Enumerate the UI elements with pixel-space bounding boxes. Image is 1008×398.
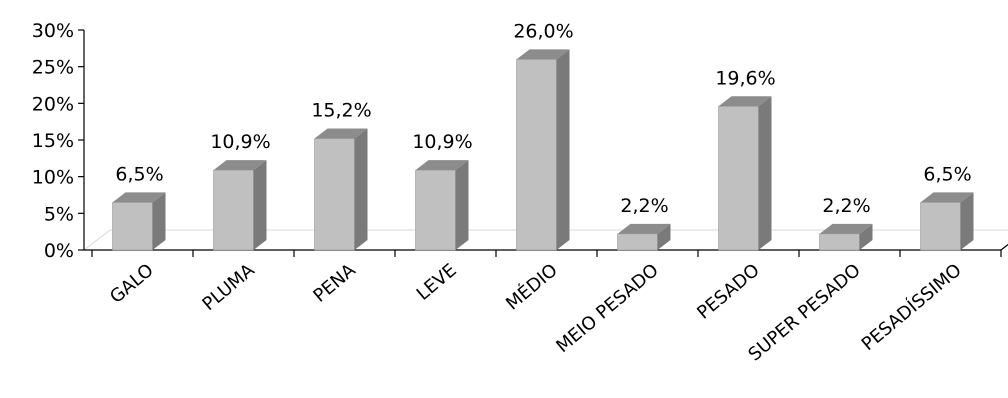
bar-front-face — [819, 233, 860, 251]
data-label: 10,9% — [412, 131, 472, 153]
category-label: PESADO — [693, 260, 763, 324]
x-axis-depth-line — [1000, 243, 1008, 251]
bar-front-face — [112, 202, 153, 251]
category-label: GALO — [106, 260, 158, 308]
bar-front-face — [617, 233, 658, 251]
data-label: 6,5% — [923, 163, 971, 185]
bar — [718, 96, 772, 251]
bar — [516, 49, 570, 251]
y-tick-label: 5% — [44, 203, 74, 225]
bar-front-face — [516, 59, 557, 251]
bar-side-face — [859, 223, 873, 250]
bar — [213, 160, 267, 251]
bar-side-face — [556, 49, 570, 251]
bar-top-face — [213, 160, 267, 171]
data-label: 19,6% — [715, 67, 775, 89]
bar — [112, 192, 166, 251]
bar-side-face — [253, 160, 267, 250]
y-tick-label: 0% — [44, 240, 74, 262]
bar-front-face — [314, 138, 355, 251]
data-label: 10,9% — [210, 131, 270, 153]
bar — [819, 223, 873, 251]
bar-top-face — [516, 49, 570, 60]
category-label: MÉDIO — [501, 259, 561, 315]
data-label: 15,2% — [311, 100, 371, 122]
category-label: PLUMA — [198, 259, 259, 315]
bar-top-face — [718, 96, 772, 107]
bar-top-face — [112, 192, 166, 203]
category-label: PESADÍSSIMO — [857, 259, 966, 355]
bar-side-face — [354, 128, 368, 250]
bar-top-face — [819, 223, 873, 234]
bar-front-face — [415, 169, 456, 251]
y-tick-label: 20% — [32, 93, 74, 115]
data-label: 2,2% — [822, 195, 870, 217]
bar-front-face — [213, 169, 254, 251]
bar-side-face — [758, 96, 772, 251]
y-tick-label: 30% — [32, 20, 74, 42]
bar-side-face — [657, 223, 671, 250]
bar — [314, 128, 368, 251]
y-tick-label: 15% — [32, 130, 74, 152]
bar — [920, 192, 974, 251]
bar-top-face — [415, 160, 469, 171]
bar-top-face — [617, 223, 671, 234]
category-label: LEVE — [413, 260, 461, 305]
data-label: 26,0% — [513, 20, 573, 42]
bar-top-face — [920, 192, 974, 203]
bar — [415, 160, 469, 251]
bar — [617, 223, 671, 251]
category-label: MEIO PESADO — [552, 260, 662, 357]
bar-front-face — [920, 202, 961, 251]
bar-side-face — [455, 160, 469, 250]
category-label: PENA — [309, 259, 360, 306]
bar-side-face — [152, 192, 166, 250]
y-tick-label: 25% — [32, 57, 74, 79]
y-tick-label: 10% — [32, 167, 74, 189]
bar-top-face — [314, 128, 368, 139]
data-label: 6,5% — [115, 163, 163, 185]
data-label: 2,2% — [620, 195, 668, 217]
bar-side-face — [960, 192, 974, 250]
bar-front-face — [718, 105, 759, 251]
